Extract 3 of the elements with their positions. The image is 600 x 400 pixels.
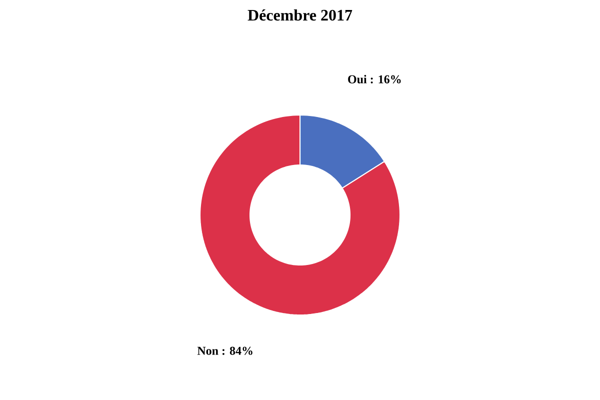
data-label: Non : 84% [197,346,252,355]
chart-title: Décembre 2017 [248,9,352,21]
data-label: Oui : 16% [348,74,401,84]
